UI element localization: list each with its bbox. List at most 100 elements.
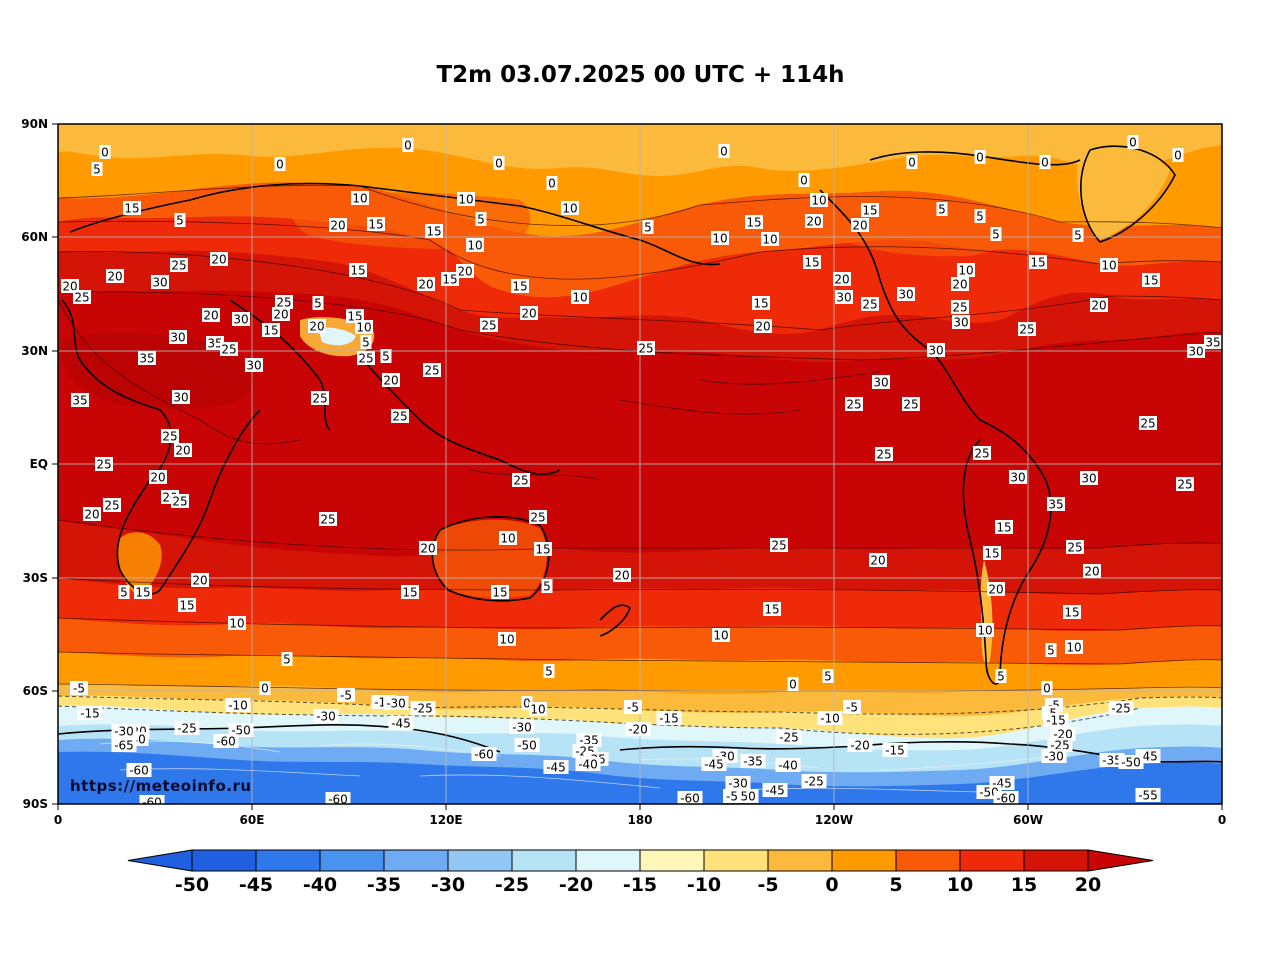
lon-label-120w: 120W <box>814 813 854 827</box>
contour-label-box <box>882 743 908 757</box>
contour-label: 0 <box>906 155 918 170</box>
contour-label-text: 10 <box>500 532 515 546</box>
contour-label: -40 <box>775 758 801 773</box>
contour-label-box <box>561 201 579 215</box>
contour-label-text: 10 <box>713 629 728 643</box>
contour-label-box <box>656 711 682 725</box>
contour-label-box <box>951 277 969 291</box>
contour-label-text: 25 <box>1140 417 1155 431</box>
contour-label: 20 <box>174 443 192 458</box>
contour-label-text: 30 <box>836 291 851 305</box>
contour-label-box <box>471 747 497 761</box>
contour-label: 25 <box>973 446 991 461</box>
contour-label-text: 5 <box>382 350 390 364</box>
contour-label-box <box>906 155 918 169</box>
contour-label-text: 25 <box>1019 323 1034 337</box>
contour-label-text: -45 <box>765 784 785 798</box>
land-australia-cool <box>433 519 547 598</box>
contour-label-box <box>1118 755 1144 769</box>
contour-label-box <box>357 351 375 365</box>
contour-label: 5 <box>995 669 1007 684</box>
contour-label: -30 <box>509 720 535 735</box>
contour-label: 35 <box>1047 497 1065 512</box>
contour-label-box <box>367 217 385 231</box>
contour-label-box <box>861 297 879 311</box>
contour-label: 5 <box>281 652 293 667</box>
contour-label-box <box>73 290 91 304</box>
contour-label-box <box>70 681 88 695</box>
contour-label-box <box>151 275 169 289</box>
contour-label-box <box>169 330 187 344</box>
contour-label: 15 <box>178 598 196 613</box>
contour-label: 25 <box>73 290 91 305</box>
contour-label-box <box>974 209 986 223</box>
contour-label-text: 15 <box>350 264 365 278</box>
contour-label: 25 <box>423 363 441 378</box>
contour-label-box <box>466 238 484 252</box>
contour-label-text: 0 <box>720 145 728 159</box>
colorbar-swatch <box>319 849 385 872</box>
contour-label-text: 10 <box>530 703 545 717</box>
contour-label-text: 5 <box>314 297 322 311</box>
contour-label-text: -30 <box>512 721 532 735</box>
contour-label-text: 25 <box>974 447 989 461</box>
contour-label-box <box>391 409 409 423</box>
contour-label-text: -15 <box>659 712 679 726</box>
contour-label-box <box>1041 681 1053 695</box>
contour-label-box <box>111 738 137 752</box>
contour-label-text: 0 <box>101 146 109 160</box>
contour-label-text: 0 <box>789 678 797 692</box>
contour-label-box <box>974 150 986 164</box>
contour-label-box <box>952 315 970 329</box>
contour-label-text: 15 <box>492 586 507 600</box>
contour-label-text: -20 <box>628 723 648 737</box>
contour-label-box <box>319 512 337 526</box>
contour-label: 25 <box>319 512 337 527</box>
contour-label-text: 15 <box>512 280 527 294</box>
contour-label-box <box>993 791 1019 804</box>
contour-label: -5 <box>337 688 355 703</box>
negative-contours <box>58 695 1222 735</box>
contour-label-text: -40 <box>778 759 798 773</box>
contour-label-box <box>259 681 271 695</box>
contour-label-box <box>805 214 823 228</box>
contour-label-text: -25 <box>804 775 824 789</box>
contour-label: 0 <box>99 145 111 160</box>
contour-label: 10 <box>499 531 517 546</box>
contour-label-text: 5 <box>362 336 370 350</box>
colorbar-label: -45 <box>238 874 274 896</box>
colorbar-label: 5 <box>889 874 903 896</box>
contour-label-box <box>228 723 254 737</box>
contour-label-box <box>1172 148 1184 162</box>
contour-label-text: 20 <box>952 278 967 292</box>
land-greenland-cold <box>1076 146 1170 240</box>
contour-label-text: -50 <box>1121 756 1141 770</box>
contour-label: 20 <box>202 308 220 323</box>
contour-label: 0 <box>798 173 810 188</box>
contour-label-box <box>851 218 869 232</box>
contour-label: 20 <box>1090 298 1108 313</box>
contour-label-text: -5 <box>1048 699 1060 713</box>
contour-label-box <box>1135 788 1161 802</box>
contour-label: 5 <box>642 220 654 235</box>
contour-label-text: 30 <box>873 376 888 390</box>
contour-label-box <box>475 212 487 226</box>
contour-label-text: 25 <box>952 301 967 315</box>
contour-label-text: 15 <box>746 216 761 230</box>
contour-label-text: -5 <box>73 682 85 696</box>
land-tibet-ice <box>318 327 356 346</box>
contour-label-text: 20 <box>457 265 472 279</box>
contour-label-box <box>402 138 414 152</box>
contour-label: 15 <box>511 279 529 294</box>
colorbar-label: -15 <box>622 874 658 896</box>
contour-label: 5 <box>360 335 372 350</box>
contour-label: -20 <box>847 738 873 753</box>
colorbar-label: -10 <box>686 874 722 896</box>
contour-label-text: -60 <box>680 792 700 806</box>
contour-label-text: 25 <box>104 499 119 513</box>
lat-label-30n: 30N <box>21 344 48 358</box>
contour-label: 15 <box>134 585 152 600</box>
contour-label: 5 <box>1045 643 1057 658</box>
colorbar-under-arrow <box>127 849 193 872</box>
contour-label-box <box>1100 258 1118 272</box>
